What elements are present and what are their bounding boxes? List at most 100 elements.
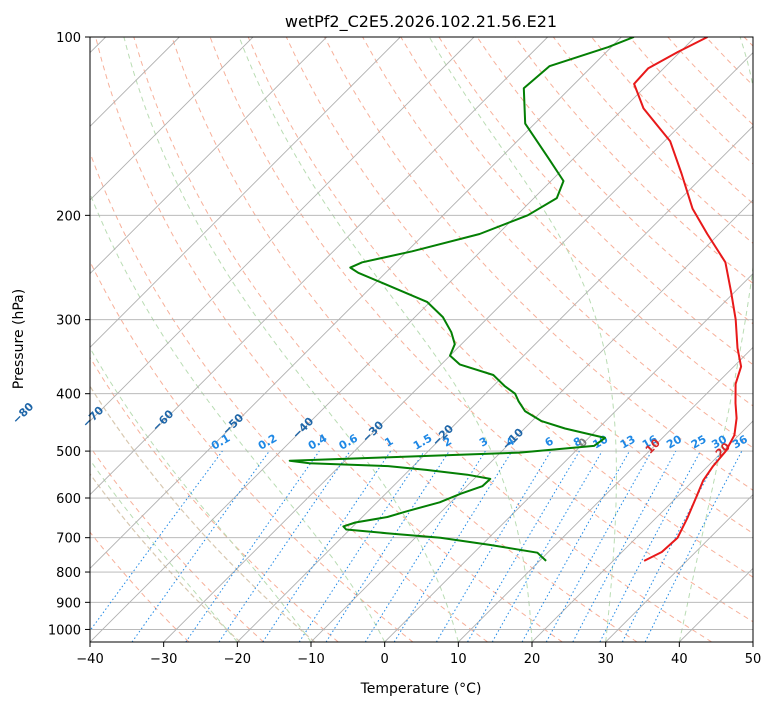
x-axis: −40 −30 −20 −10 0 10 20 30 40 50 xyxy=(76,642,761,667)
isotherm-label: −80 xyxy=(10,400,37,427)
isotherm-line xyxy=(163,52,753,642)
isotherm-line xyxy=(458,346,753,642)
mixing-ratio-line xyxy=(572,450,677,642)
dry-adiabat xyxy=(591,37,753,205)
y-tick-label: 400 xyxy=(56,388,81,403)
mixing-ratio-line xyxy=(262,450,392,642)
x-tick-label: −10 xyxy=(297,652,324,667)
dry-adiabat xyxy=(133,37,638,642)
y-tick-label: 100 xyxy=(56,31,81,46)
plot-frame xyxy=(89,36,754,643)
dry-adiabat xyxy=(90,151,488,642)
y-tick-label: 1000 xyxy=(48,623,81,638)
mixing-ratio-line xyxy=(325,450,450,642)
dry-adiabat xyxy=(705,37,753,87)
isotherm-line xyxy=(237,125,753,642)
moist-adiabat xyxy=(90,192,386,642)
x-tick-label: 0 xyxy=(381,652,389,667)
dry-adiabat xyxy=(400,37,753,407)
isotherm-label: −70 xyxy=(80,403,107,430)
x-axis-title: Temperature (°C) xyxy=(360,681,482,697)
y-tick-label: 800 xyxy=(56,566,81,581)
mixing-ratio-line xyxy=(218,450,351,642)
isotherm-line xyxy=(531,420,753,642)
profile-series-1 xyxy=(288,37,635,562)
isotherm-line xyxy=(90,37,327,275)
y-tick-label: 500 xyxy=(56,445,81,460)
dry-adiabat xyxy=(95,37,563,642)
isotherm-line xyxy=(90,37,696,642)
dry-adiabat xyxy=(209,37,753,623)
mixing-ratio-label: 6 xyxy=(543,434,556,449)
profile-series-0 xyxy=(633,37,743,562)
mixing-ratio-line xyxy=(435,450,552,642)
y-tick-label: 900 xyxy=(56,596,81,611)
x-tick-label: −20 xyxy=(224,652,251,667)
y-tick-label: 300 xyxy=(56,314,81,329)
dry-adiabat xyxy=(743,37,753,47)
mixing-ratio-line xyxy=(90,450,223,632)
x-tick-label: 20 xyxy=(524,652,541,667)
mixing-ratio-label: 13 xyxy=(618,433,638,452)
mixing-ratio-line xyxy=(185,450,320,642)
x-tick-label: −40 xyxy=(76,652,103,667)
mixing-ratio-line xyxy=(364,450,486,642)
isotherm-label: −60 xyxy=(150,407,177,434)
x-tick-label: 50 xyxy=(745,652,762,667)
dry-adiabat xyxy=(514,37,753,285)
mixing-ratio-label: 36 xyxy=(730,432,750,451)
isotherm-line xyxy=(752,641,753,642)
moist-adiabat xyxy=(123,37,459,642)
x-tick-label: 40 xyxy=(671,652,688,667)
theta-curve xyxy=(90,472,241,642)
theta-curve xyxy=(90,385,316,642)
y-axis: 100 200 300 400 500 600 700 800 900 1000 xyxy=(48,31,90,638)
mixing-ratio-line xyxy=(298,450,425,642)
dry-adiabat xyxy=(90,531,190,642)
dry-adiabat xyxy=(667,37,753,126)
y-tick-label: 200 xyxy=(56,209,81,224)
mixing-ratio-label: 1 xyxy=(382,435,395,450)
x-tick-label: −30 xyxy=(150,652,177,667)
dry-adiabat xyxy=(90,260,414,642)
moist-adiabat xyxy=(90,347,312,642)
mixing-ratio-label: 3 xyxy=(477,435,490,450)
x-tick-label: 10 xyxy=(450,652,467,667)
mixing-ratio-label: 20 xyxy=(664,432,684,451)
moist-adiabat xyxy=(428,37,617,642)
isotherm-line xyxy=(679,567,753,642)
isotherm-line xyxy=(310,199,753,642)
moist-adiabat xyxy=(90,459,238,642)
mixing-ratio-line xyxy=(644,450,743,642)
isotherm-line xyxy=(90,37,622,569)
mixing-ratio-line xyxy=(393,450,513,642)
y-tick-label: 700 xyxy=(56,532,81,547)
mixing-ratio-line xyxy=(545,450,653,642)
isotherm-line xyxy=(90,37,254,201)
profile-lines xyxy=(288,37,743,562)
x-tick-label: 30 xyxy=(597,652,614,667)
mixing-ratio-line xyxy=(467,450,580,642)
isotherm-label: −30 xyxy=(360,418,387,445)
dry-adiabat xyxy=(90,356,339,642)
mixing-ratio-line xyxy=(521,450,630,642)
isotherm-line xyxy=(90,37,475,422)
dry-adiabat xyxy=(171,37,712,642)
isotherm-line xyxy=(605,494,753,642)
y-tick-label: 600 xyxy=(56,492,81,507)
moist-adiabat xyxy=(238,37,533,642)
isotherm-line xyxy=(384,273,753,642)
dry-adiabat xyxy=(247,37,753,578)
dry-adiabat xyxy=(90,445,264,642)
isotherm-line xyxy=(90,37,548,496)
mixing-ratio-line xyxy=(131,450,270,642)
mixing-ratio-label: 25 xyxy=(689,433,709,452)
dry-adiabat xyxy=(285,37,753,534)
dry-adiabat xyxy=(362,37,753,449)
isotherm-line xyxy=(90,37,401,348)
chart-title: wetPf2_C2E5.2026.102.21.56.E21 xyxy=(285,12,557,32)
dry-adiabat xyxy=(438,37,753,366)
mixing-ratio-label: 0.4 xyxy=(306,431,330,452)
y-axis-title: Pressure (hPa) xyxy=(11,289,27,389)
